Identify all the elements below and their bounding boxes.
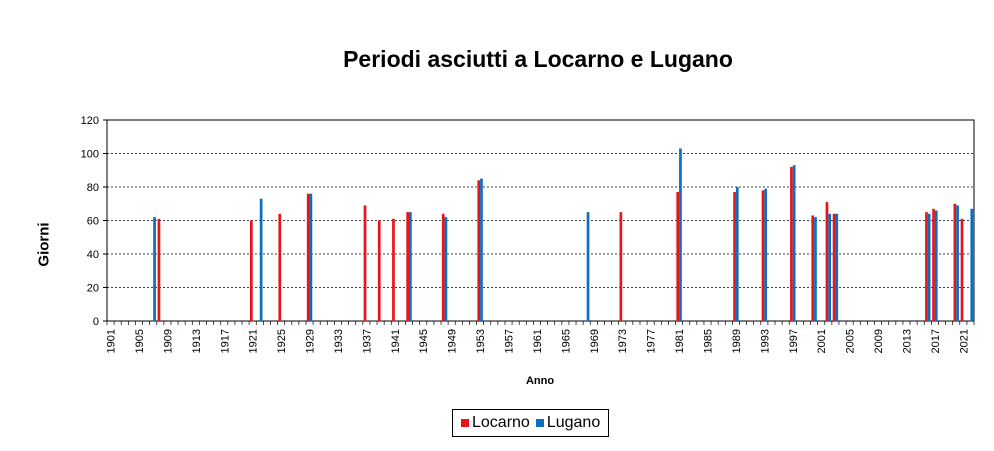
x-tick-label: 1961 xyxy=(532,329,544,353)
bar-locarno-1941 xyxy=(392,218,395,321)
bar-lugano-2000 xyxy=(814,217,817,321)
bar-lugano-1993 xyxy=(764,188,768,321)
bar-lugano-1981 xyxy=(679,148,682,321)
x-tick-label: 1901 xyxy=(106,329,118,353)
bar-locarno-1937 xyxy=(363,205,367,321)
bar-locarno-1943 xyxy=(406,212,410,321)
x-tick-label: 1941 xyxy=(390,329,402,353)
bar-lugano-2003 xyxy=(835,213,839,321)
bar-lugano-1968 xyxy=(586,212,590,321)
bar-locarno-2003 xyxy=(832,213,836,321)
legend: Locarno Lugano xyxy=(452,409,610,437)
x-tick-label: 2013 xyxy=(901,329,913,353)
y-tick-label: 60 xyxy=(87,216,99,228)
x-tick-label: 1981 xyxy=(674,329,686,353)
bar-lugano-2002 xyxy=(828,213,832,321)
bar-locarno-1948 xyxy=(441,213,445,321)
x-tick-label: 1977 xyxy=(646,329,658,353)
legend-label-locarno: Locarno xyxy=(472,414,530,431)
bar-locarno-1925 xyxy=(278,213,282,321)
y-tick-label: 20 xyxy=(87,283,99,295)
x-tick-label: 2009 xyxy=(873,329,885,353)
bar-locarno-1989 xyxy=(733,192,736,321)
bar-lugano-1922 xyxy=(259,198,263,321)
x-tick-label: 1921 xyxy=(248,329,260,353)
x-tick-label: 1997 xyxy=(788,329,800,353)
bar-locarno-1939 xyxy=(377,220,381,321)
x-tick-label: 1917 xyxy=(219,329,231,353)
x-tick-label: 1989 xyxy=(731,329,743,353)
x-tick-label: 2021 xyxy=(958,329,970,353)
bar-lugano-2022 xyxy=(970,208,974,321)
legend-swatch-locarno xyxy=(461,419,469,427)
bar-locarno-2017 xyxy=(932,208,935,321)
bar-locarno-1953 xyxy=(477,180,481,321)
x-tick-label: 1905 xyxy=(134,329,146,353)
x-tick-label: 1957 xyxy=(504,329,516,353)
bar-locarno-1997 xyxy=(790,166,793,321)
y-tick-label: 0 xyxy=(93,316,99,328)
bar-lugano-1929 xyxy=(309,193,313,321)
bar-lugano-2016 xyxy=(927,213,931,321)
x-tick-label: 1933 xyxy=(333,329,345,353)
x-tick-label: 1953 xyxy=(475,329,487,353)
x-tick-label: 2001 xyxy=(816,329,828,353)
bar-lugano-1997 xyxy=(792,165,796,321)
x-tick-label: 1973 xyxy=(617,329,629,353)
chart-title: Periodi asciutti a Locarno e Lugano xyxy=(343,46,733,72)
y-tick-label: 40 xyxy=(87,249,99,261)
y-tick-label: 120 xyxy=(81,115,99,127)
y-tick-label: 100 xyxy=(81,149,99,161)
bar-lugano-2020 xyxy=(956,205,959,321)
bar-lugano-1989 xyxy=(735,187,739,321)
bar-locarno-1921 xyxy=(249,220,253,321)
x-axis-label: Anno xyxy=(525,375,555,387)
bar-lugano-1948 xyxy=(444,217,448,321)
x-tick-label: 1945 xyxy=(418,329,430,353)
bar-lugano-1907 xyxy=(153,217,156,321)
x-tick-label: 1937 xyxy=(361,329,373,353)
bar-locarno-1993 xyxy=(761,190,765,321)
bar-locarno-1981 xyxy=(676,192,680,321)
legend-item-locarno: Locarno xyxy=(461,414,530,432)
bar-locarno-2002 xyxy=(825,202,829,321)
legend-label-lugano: Lugano xyxy=(546,414,601,431)
x-tick-label: 1909 xyxy=(162,329,174,353)
x-tick-label: 1929 xyxy=(305,329,317,353)
bar-locarno-2021 xyxy=(960,218,964,321)
bar-locarno-1908 xyxy=(157,218,161,321)
x-tick-label: 1993 xyxy=(759,329,771,353)
bar-locarno-1929 xyxy=(306,193,310,321)
x-tick-label: 2005 xyxy=(845,329,857,353)
bar-locarno-1973 xyxy=(619,212,623,321)
x-tick-label: 1913 xyxy=(191,329,203,353)
x-tick-label: 1985 xyxy=(703,329,715,353)
bar-lugano-1943 xyxy=(409,212,412,321)
bar-locarno-2020 xyxy=(953,203,957,321)
bar-locarno-2000 xyxy=(811,215,815,321)
y-tick-label: 80 xyxy=(87,182,99,194)
x-tick-label: 1949 xyxy=(447,329,459,353)
x-tick-label: 1969 xyxy=(589,329,601,353)
legend-swatch-lugano xyxy=(535,419,544,427)
x-tick-label: 1925 xyxy=(276,329,288,353)
bar-lugano-1953 xyxy=(480,178,483,321)
x-tick-label: 2017 xyxy=(930,329,942,353)
legend-item-lugano: Lugano xyxy=(535,414,601,432)
bar-locarno-2016 xyxy=(925,212,928,321)
bar-lugano-2017 xyxy=(934,210,938,321)
x-tick-label: 1965 xyxy=(560,329,572,353)
